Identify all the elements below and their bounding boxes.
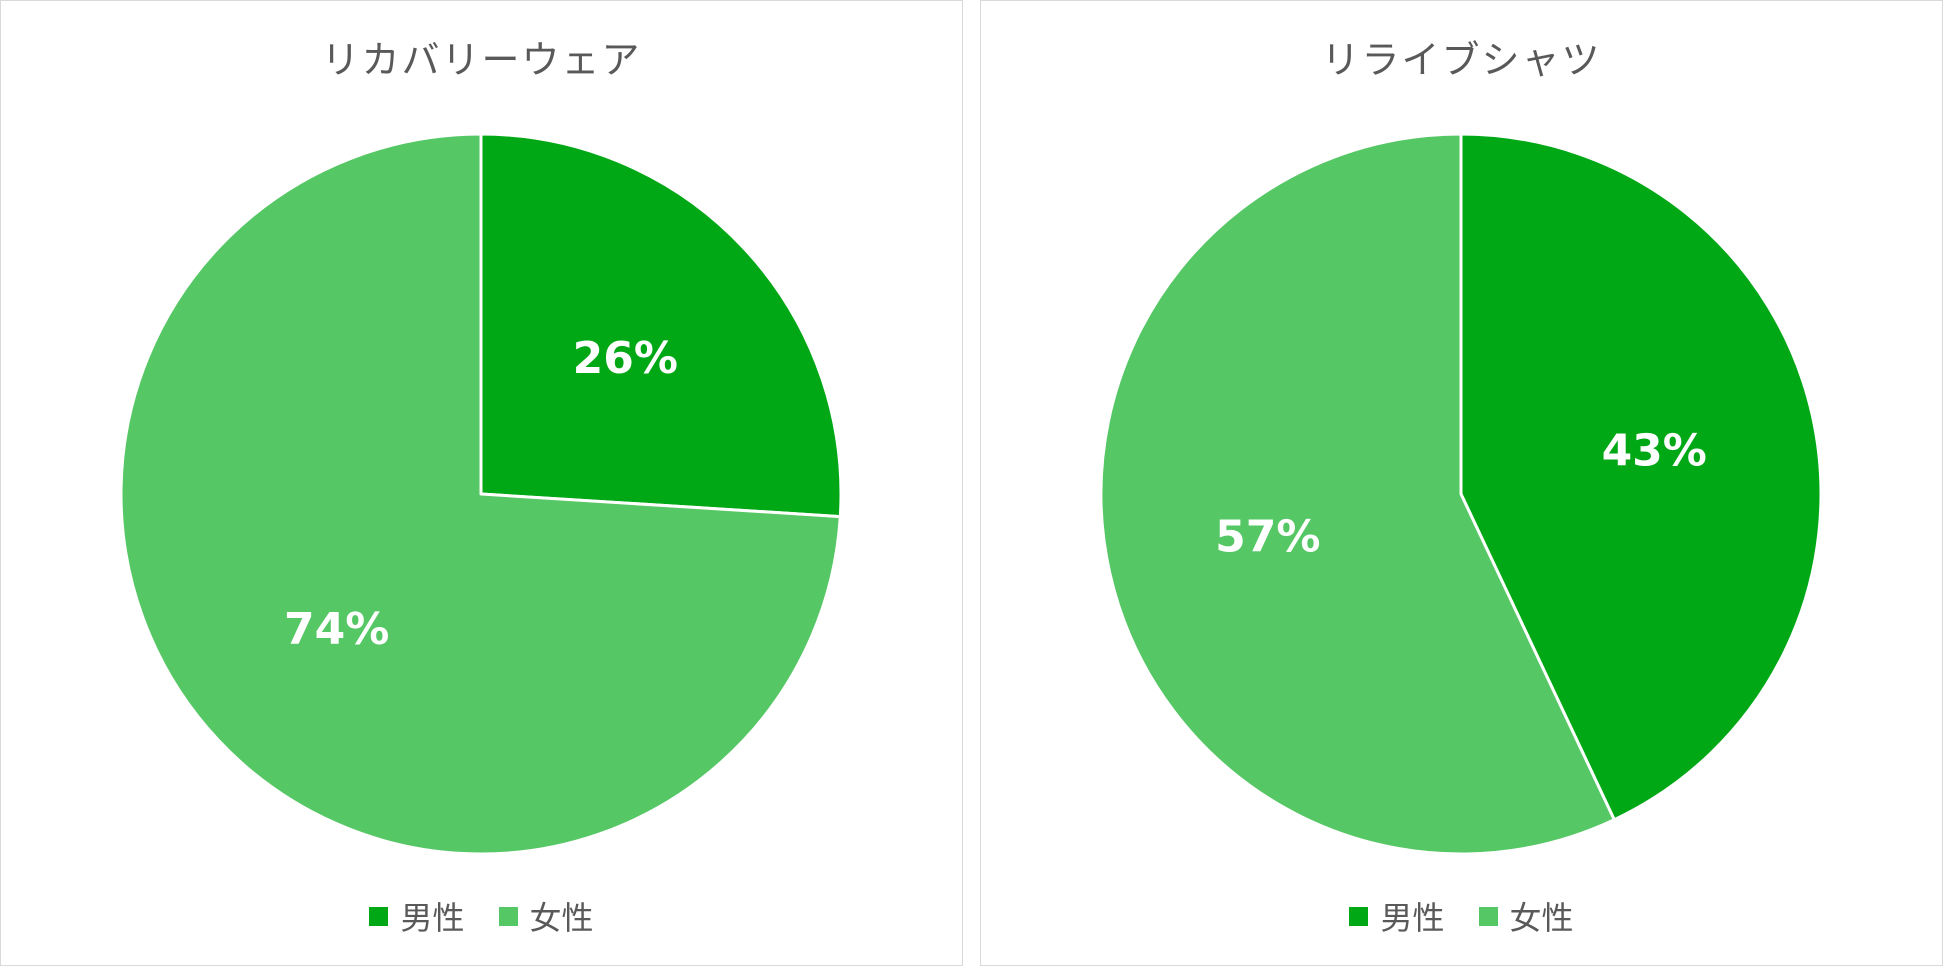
legend-label: 男性: [400, 899, 465, 937]
pie-chart: 26% 74%: [119, 132, 843, 856]
pie-slice-female: [119, 132, 842, 856]
pie-chart-panel-relive-shirt: リライブシャツ 43% 57% 男性 女性: [980, 0, 1943, 966]
legend-swatch-male: [1349, 906, 1369, 926]
data-label-female: 57%: [1215, 512, 1320, 563]
legend-item-female: 女性: [498, 893, 594, 939]
pie-chart: 43% 57%: [1099, 132, 1823, 856]
data-label-male: 26%: [573, 333, 678, 384]
pie-slice-male: [1459, 132, 1823, 822]
chart-title: リカバリーウェア: [321, 38, 642, 82]
legend-item-male: 男性: [1349, 893, 1445, 939]
data-label-male: 43%: [1602, 425, 1707, 476]
pie-slice-male: [479, 132, 843, 519]
chart-title: リライブシャツ: [1321, 38, 1602, 82]
legend-swatch-female: [1478, 906, 1498, 926]
legend-item-female: 女性: [1478, 893, 1574, 939]
pie-chart-panel-recovery-wear: リカバリーウェア 26% 74% 男性 女性: [0, 0, 963, 966]
pie-slice-female: [1099, 132, 1616, 856]
legend-label: 女性: [1509, 899, 1574, 937]
legend-item-male: 男性: [369, 893, 465, 939]
legend: 男性 女性: [1, 893, 962, 939]
legend-label: 女性: [529, 899, 594, 937]
legend: 男性 女性: [981, 893, 1942, 939]
legend-swatch-female: [498, 906, 518, 926]
data-label-female: 74%: [284, 604, 389, 655]
legend-swatch-male: [369, 906, 389, 926]
legend-label: 男性: [1380, 899, 1445, 937]
